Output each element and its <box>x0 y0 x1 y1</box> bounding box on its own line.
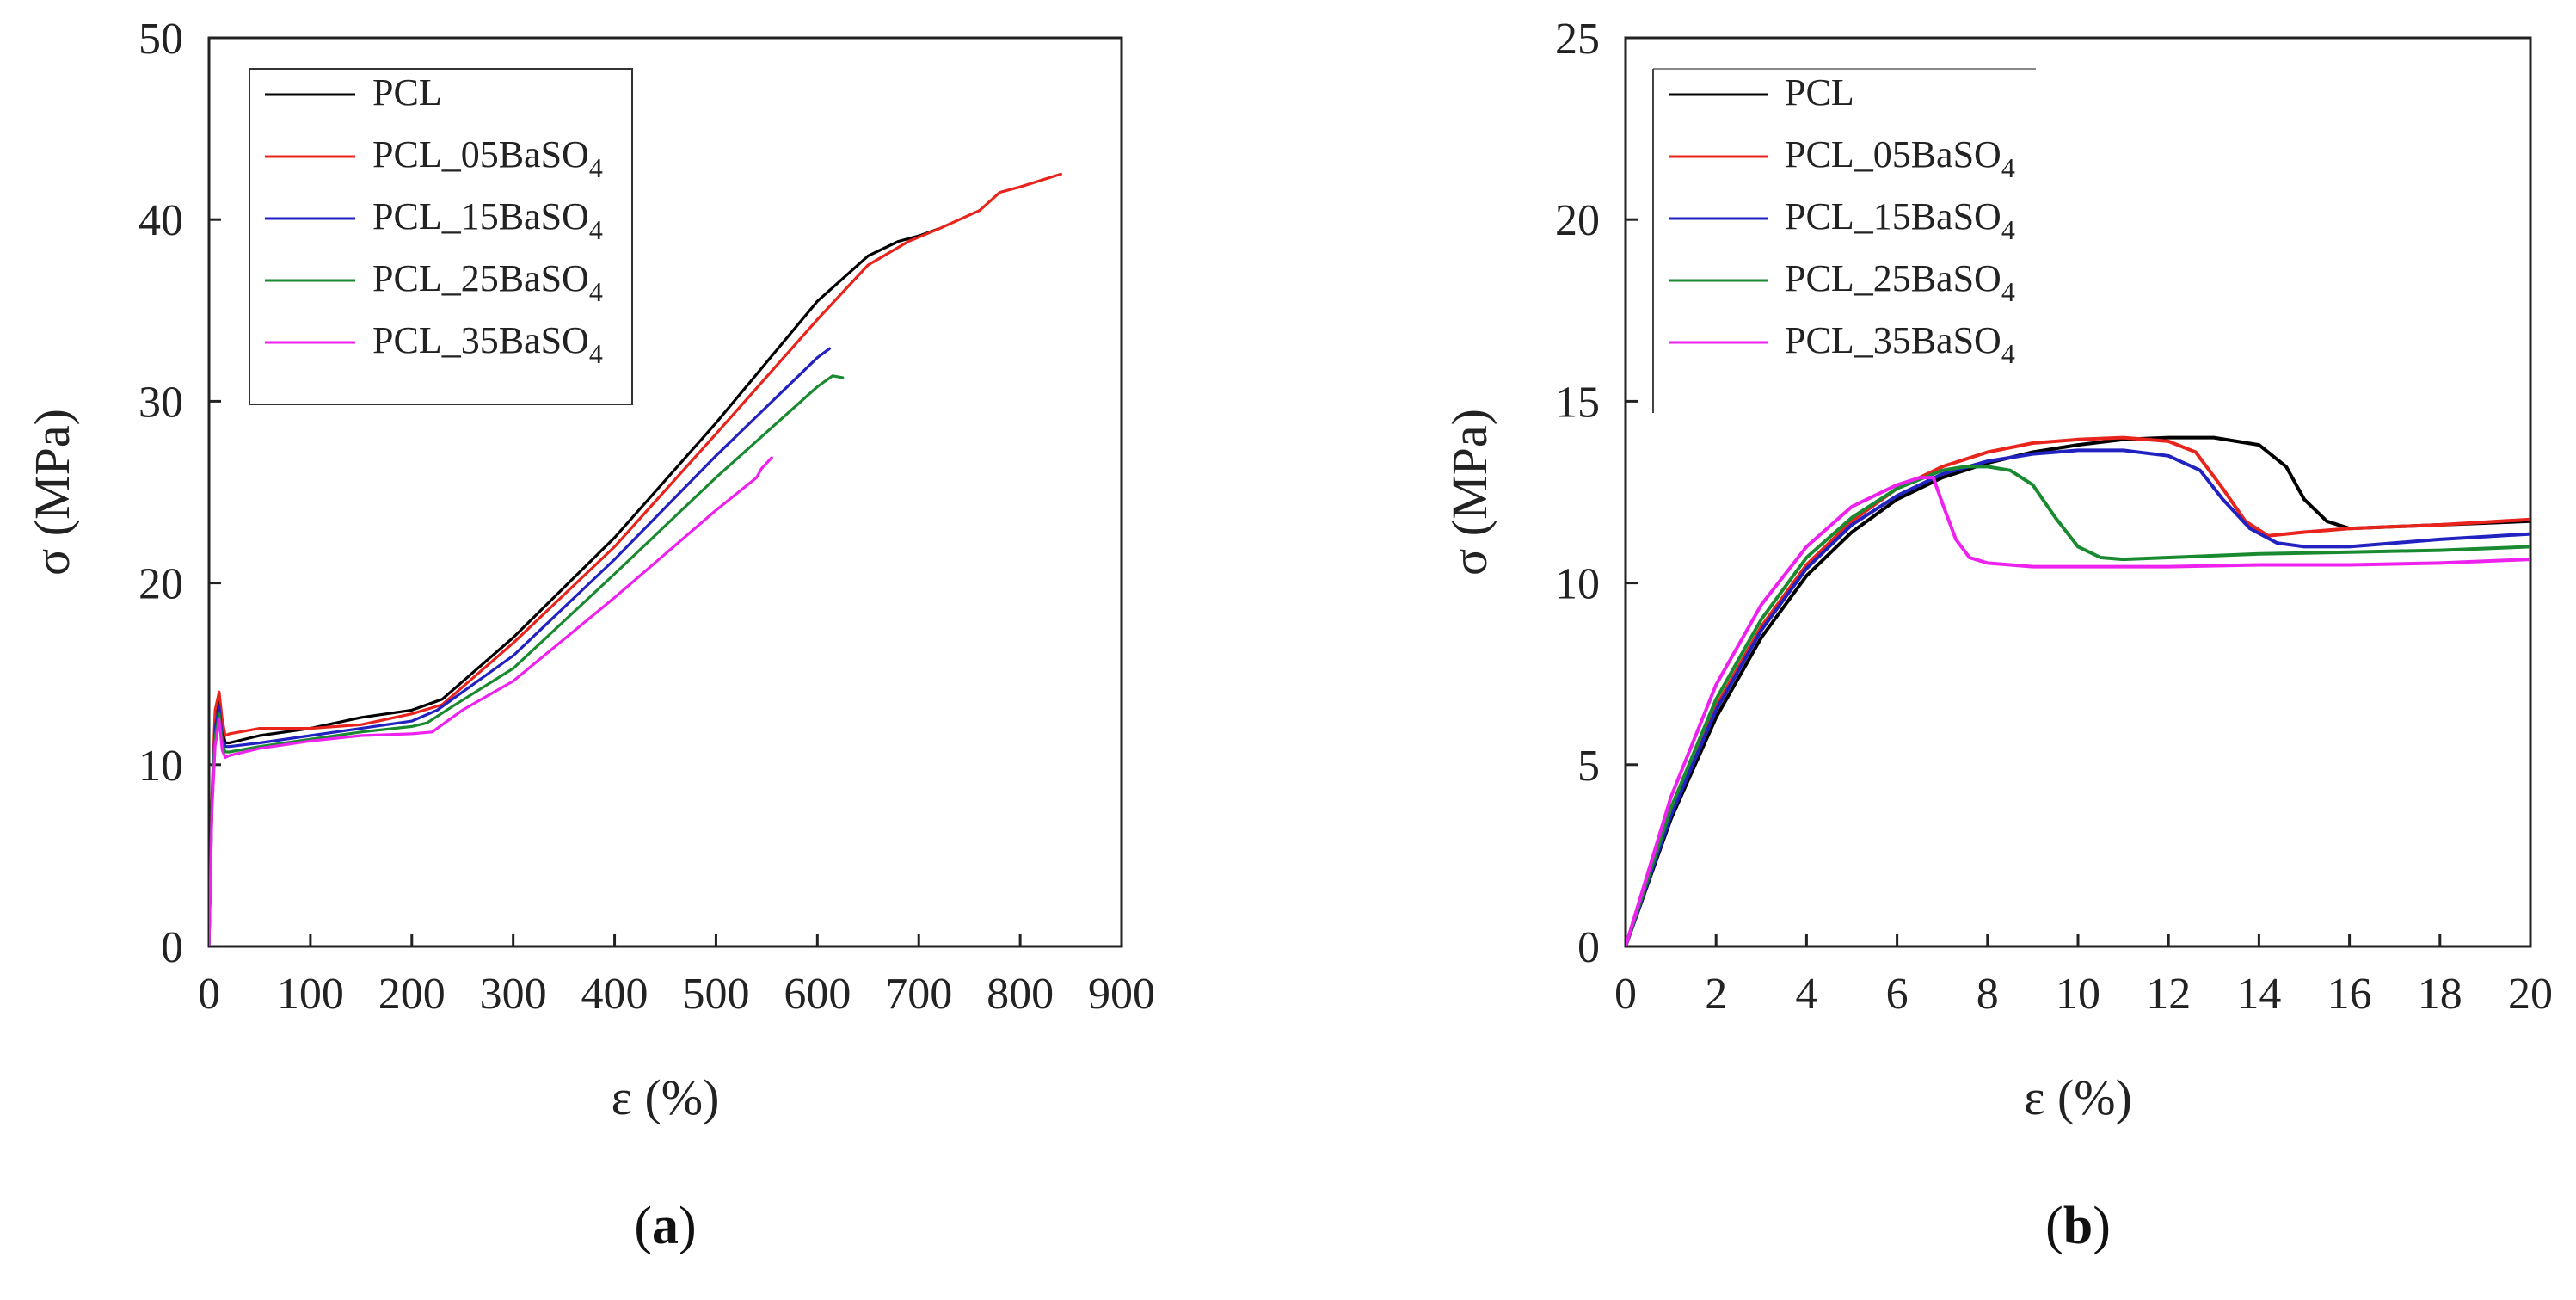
series-line-2 <box>1626 448 2530 946</box>
x-tick-label: 500 <box>682 970 749 1019</box>
legend-label: PCL_05BaSO4 <box>1785 133 2015 183</box>
x-tick-label: 100 <box>277 970 344 1019</box>
chart-b: 0 2 4 6 8 10 12 14 16 18 20 0 5 10 15 20 25 ε (%) σ (MPa) (… <box>1442 15 2553 1255</box>
panel-label: (a) <box>634 1197 696 1255</box>
legend-label: PCL_25BaSO4 <box>1785 257 2015 307</box>
y-axis-label: σ (MPa) <box>1442 409 1497 576</box>
y-tick-label: 20 <box>138 560 183 609</box>
x-tick-label: 0 <box>198 970 220 1019</box>
y-tick-label: 10 <box>138 742 183 791</box>
series-line-1 <box>209 172 1062 946</box>
y-tick-label: 30 <box>138 378 183 427</box>
series-line-0 <box>1626 435 2530 946</box>
x-tick-label: 600 <box>784 970 851 1019</box>
series-line-1 <box>1626 435 2530 946</box>
x-tick-label: 16 <box>2327 970 2372 1019</box>
series-line-3 <box>1626 465 2530 946</box>
x-tick-label: 6 <box>1886 970 1909 1019</box>
legend-label: PCL_35BaSO4 <box>1785 319 2015 369</box>
x-tick-label: 0 <box>1614 970 1637 1019</box>
x-tick-label: 400 <box>581 970 649 1019</box>
series-line-4 <box>209 456 773 946</box>
x-tick-label: 14 <box>2236 970 2281 1019</box>
x-axis-label: ε (%) <box>2024 1069 2132 1125</box>
legend-label: PCL_15BaSO4 <box>1785 195 2015 245</box>
x-tick-label: 900 <box>1088 970 1155 1019</box>
legend-label: PCL_25BaSO4 <box>372 257 603 307</box>
x-tick-label: 20 <box>2508 970 2553 1019</box>
x-tick-label: 12 <box>2146 970 2191 1019</box>
legend-label: PCL <box>372 71 442 114</box>
y-axis-label: σ (MPa) <box>24 409 80 576</box>
legend-label: PCL <box>1785 71 1854 114</box>
x-tick-label: 10 <box>2056 970 2100 1019</box>
y-tick-label: 0 <box>1577 923 1600 972</box>
y-tick-label: 40 <box>138 196 183 245</box>
x-tick-label: 18 <box>2418 970 2462 1019</box>
panel-label: (b) <box>2045 1197 2111 1255</box>
x-tick-label: 8 <box>1977 970 1999 1019</box>
series-line-3 <box>209 374 845 946</box>
y-tick-label: 5 <box>1577 742 1600 791</box>
x-tick-label: 200 <box>378 970 446 1019</box>
plot-frame <box>1624 36 2532 948</box>
x-tick-label: 800 <box>987 970 1054 1019</box>
series-line-2 <box>209 347 832 946</box>
y-tick-label: 20 <box>1555 196 1600 245</box>
legend-label: PCL_15BaSO4 <box>372 195 603 245</box>
y-tick-label: 50 <box>138 15 183 64</box>
y-tick-label: 0 <box>161 923 183 972</box>
x-axis-label: ε (%) <box>612 1069 720 1125</box>
x-tick-label: 2 <box>1705 970 1727 1019</box>
x-tick-label: 4 <box>1795 970 1817 1019</box>
legend-box <box>249 68 633 405</box>
legend-label: PCL_05BaSO4 <box>372 133 603 183</box>
y-tick-label: 10 <box>1555 560 1600 609</box>
x-tick-label: 300 <box>480 970 547 1019</box>
y-tick-label: 25 <box>1555 15 1600 64</box>
y-tick-label: 15 <box>1555 378 1600 427</box>
x-tick-label: 700 <box>885 970 952 1019</box>
legend-label: PCL_35BaSO4 <box>372 319 603 369</box>
chart-a: 0 100 200 300 400 500 600 700 800 900 0 10 20 30 40 50 ε… <box>24 15 1155 1255</box>
plot-frame <box>207 36 1123 948</box>
series-line-4 <box>1626 476 2530 946</box>
